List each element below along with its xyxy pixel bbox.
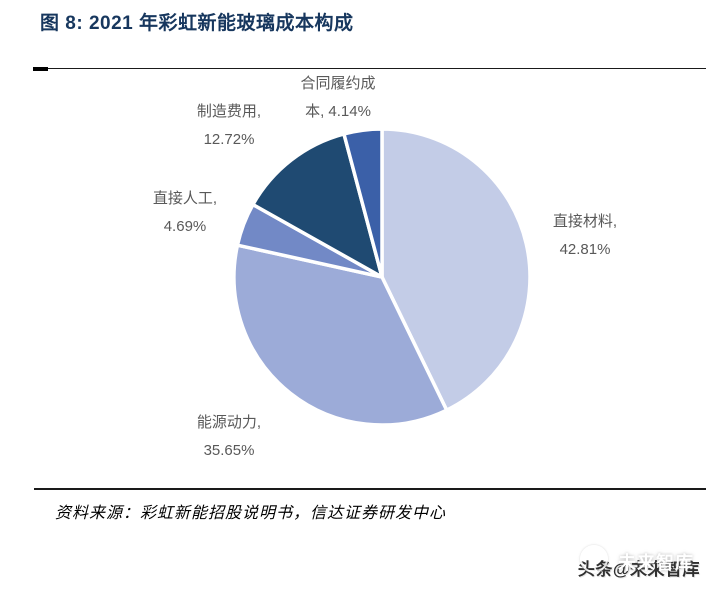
- watermark-overlay-text: 未来智库: [618, 553, 694, 573]
- pie-label-line: 制造费用,: [196, 103, 262, 120]
- pie-label-manufacturing-cost: 制造费用, 12.72%: [162, 98, 296, 154]
- pie-label-value: 35.65%: [203, 442, 255, 459]
- watermark: 头条@未来智库 未来智库: [554, 545, 704, 581]
- pie-label-line: 合同履约成: [300, 75, 376, 92]
- pie-label-value: 42.81%: [559, 241, 611, 258]
- pie-label-direct-labor: 直接人工, 4.69%: [118, 185, 252, 241]
- watermark-logo-circle-icon: [580, 545, 608, 573]
- pie-slice-合同履约成本: [342, 127, 384, 279]
- pie-label-line: 能源动力,: [196, 414, 262, 431]
- pie-label-direct-materials: 直接材料, 42.81%: [518, 208, 652, 264]
- pie-label-contract-performance-cost: 合同履约成 本, 4.14%: [276, 70, 400, 126]
- pie-label-energy-power: 能源动力, 35.65%: [162, 409, 296, 465]
- pie-slice-直接材料: [380, 127, 532, 412]
- top-rule-tick: [33, 66, 48, 71]
- pie-slice-能源动力: [232, 243, 449, 427]
- pie-label-line: 直接材料,: [552, 213, 618, 230]
- bottom-rule: [34, 488, 706, 490]
- pie-label-value: 本, 4.14%: [305, 103, 371, 120]
- watermark-text: 头条@未来智库: [577, 560, 700, 579]
- source-note: 资料来源：彩虹新能招股说明书，信达证券研发中心: [55, 505, 447, 522]
- pie-label-value: 12.72%: [203, 131, 255, 148]
- top-rule: [33, 66, 706, 71]
- pie-label-line: 直接人工,: [152, 190, 218, 207]
- figure-title: 图 8: 2021 年彩虹新能玻璃成本构成: [40, 13, 354, 34]
- pie-slice-制造费用: [251, 132, 384, 279]
- pie-label-value: 4.69%: [163, 218, 207, 235]
